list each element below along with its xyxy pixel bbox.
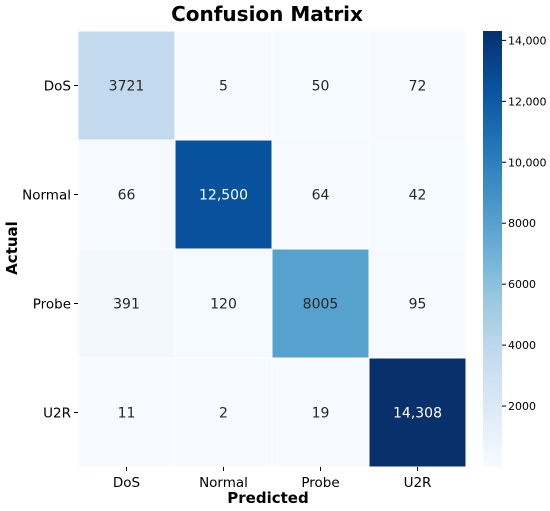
y-tick-labels: DoS Normal Probe U2R — [22, 79, 78, 422]
cell-value-label: 12,500 — [199, 188, 248, 204]
heatmap-cell-labels: 3721 5 50 72 66 12,500 64 42 391 120 8005 95 11 2 19 14… — [109, 79, 442, 422]
colorbar — [483, 31, 502, 467]
heatmap-cell-dos-dos — [77, 30, 176, 141]
heatmap-cell-dos-u2r — [368, 30, 467, 141]
cell-value-label: 66 — [118, 188, 136, 204]
cell-value-label: 11 — [118, 406, 136, 422]
cell-value-label: 3721 — [109, 79, 145, 95]
cell-value-label: 5 — [219, 79, 228, 95]
x-tick-label: Probe — [301, 475, 339, 491]
x-axis-label: Predicted — [227, 489, 308, 507]
colorbar-tick-label: 10,000 — [508, 156, 547, 169]
x-tick-label: Normal — [199, 475, 248, 491]
heatmap-cell-u2r-normal — [174, 357, 273, 468]
heatmap-cell-probe-normal — [174, 248, 273, 359]
colorbar-tick-label: 12,000 — [508, 95, 547, 108]
y-tick-label: Probe — [33, 297, 71, 313]
x-tick-label: U2R — [404, 475, 432, 491]
cell-value-label: 120 — [210, 297, 237, 313]
cell-value-label: 50 — [312, 79, 330, 95]
cell-value-label: 8005 — [303, 297, 339, 313]
heatmap-cell-dos-probe — [271, 30, 370, 141]
colorbar-tick-label: 6000 — [508, 278, 536, 291]
cell-value-label: 72 — [409, 79, 427, 95]
heatmap-cell-normal-u2r — [368, 139, 467, 250]
chart-title: Confusion Matrix — [171, 2, 363, 26]
cell-value-label: 14,308 — [393, 406, 442, 422]
heatmap-cell-u2r-dos — [77, 357, 176, 468]
colorbar-tick-label: 8000 — [508, 217, 536, 230]
y-tick-label: U2R — [43, 406, 71, 422]
heatmap-cell-u2r-u2r — [368, 357, 467, 468]
heatmap-cell-normal-normal — [174, 139, 273, 250]
colorbar-tick-label: 14,000 — [508, 34, 547, 47]
cell-value-label: 95 — [409, 297, 427, 313]
heatmap-cell-u2r-probe — [271, 357, 370, 468]
y-axis-label: Actual — [3, 221, 21, 275]
y-tick-label: Normal — [22, 188, 71, 204]
cell-value-label: 42 — [409, 188, 427, 204]
heatmap-cell-normal-dos — [77, 139, 176, 250]
y-tick-label: DoS — [44, 79, 71, 95]
heatmap-cell-probe-u2r — [368, 248, 467, 359]
cell-value-label: 2 — [219, 406, 228, 422]
x-tick-label: DoS — [113, 475, 140, 491]
cell-value-label: 64 — [312, 188, 330, 204]
colorbar-tick-label: 2000 — [508, 400, 536, 413]
colorbar-ticks: 2000 4000 6000 8000 10,000 12,000 14,000 — [502, 34, 547, 413]
heatmap-cells — [77, 30, 467, 468]
cell-value-label: 19 — [312, 406, 330, 422]
colorbar-tick-label: 4000 — [508, 339, 536, 352]
cell-value-label: 391 — [113, 297, 140, 313]
x-tick-labels: DoS Normal Probe U2R — [113, 467, 432, 491]
heatmap-cell-dos-normal — [174, 30, 273, 141]
